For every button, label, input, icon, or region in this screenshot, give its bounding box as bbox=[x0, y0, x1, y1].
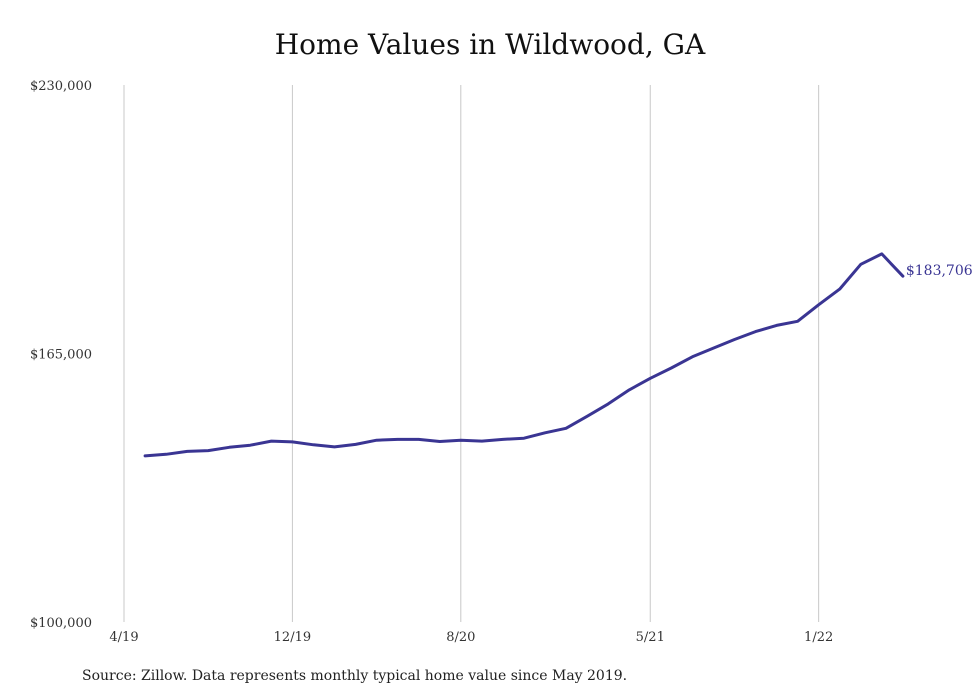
end-value-label: $183,706 bbox=[906, 263, 973, 279]
y-tick-label: $230,000 bbox=[30, 79, 92, 94]
source-note: Source: Zillow. Data represents monthly … bbox=[82, 668, 628, 684]
x-tick-label: 5/21 bbox=[636, 630, 665, 645]
y-tick-label: $100,000 bbox=[30, 616, 92, 631]
x-tick-label: 8/20 bbox=[446, 630, 475, 645]
series-layer: $183,706 bbox=[143, 252, 973, 458]
chart-title: Home Values in Wildwood, GA bbox=[274, 28, 706, 61]
x-axis-ticks: 4/19 12/19 8/20 5/21 1/22 bbox=[109, 630, 833, 645]
x-tick-label: 4/19 bbox=[109, 630, 138, 645]
x-tick-label: 1/22 bbox=[804, 630, 833, 645]
x-tick-label: 12/19 bbox=[274, 630, 311, 645]
series-line bbox=[143, 252, 905, 458]
gridlines bbox=[123, 85, 820, 622]
y-tick-label: $165,000 bbox=[30, 348, 92, 363]
y-axis-ticks: $230,000 $165,000 $100,000 bbox=[30, 79, 92, 631]
